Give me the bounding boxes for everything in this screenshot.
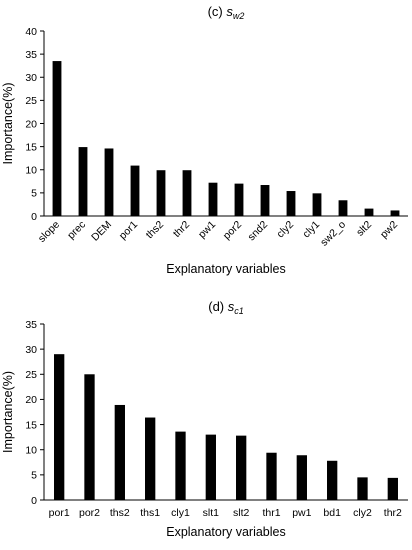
chart-d-category-label: slt2 bbox=[233, 507, 250, 519]
chart-c-category-label: por2 bbox=[221, 219, 244, 242]
chart-d-x-axis-title: Explanatory variables bbox=[166, 525, 286, 539]
chart-c-category-label: ths2 bbox=[144, 219, 167, 242]
chart-d-category-label: ths1 bbox=[140, 507, 160, 519]
chart-d-y-tick-label: 25 bbox=[25, 369, 37, 381]
chart-d-category-label: por2 bbox=[79, 507, 100, 519]
chart-d-bar-cly2 bbox=[357, 477, 368, 500]
chart-d-y-tick-label: 15 bbox=[25, 419, 37, 431]
chart-d-bar-ths2 bbox=[114, 404, 125, 500]
chart-c-category-label: cly1 bbox=[300, 219, 322, 241]
chart-c-category-label: slope bbox=[36, 219, 62, 245]
chart-c-y-tick-label: 10 bbox=[25, 165, 37, 177]
chart-d-y-tick-label: 10 bbox=[25, 445, 37, 457]
chart-c-bar-por2 bbox=[234, 183, 244, 216]
chart-c-category-label: thr2 bbox=[171, 219, 192, 240]
chart-c-category-label: pw1 bbox=[196, 219, 218, 241]
chart-c-bar-prec bbox=[78, 147, 88, 216]
chart-d-y-tick-label: 5 bbox=[31, 470, 37, 482]
chart-c-bar-slope bbox=[52, 61, 62, 216]
chart-c-bar-ths2 bbox=[156, 170, 166, 216]
chart-c-category-label: pw2 bbox=[378, 219, 400, 241]
chart-d-bar-slt2 bbox=[236, 435, 247, 500]
chart-d-y-tick-label: 30 bbox=[25, 344, 37, 356]
chart-d-title: (d) sc1 bbox=[208, 299, 244, 316]
chart-d-bar-slt1 bbox=[205, 434, 216, 500]
chart-c-y-tick-label: 25 bbox=[25, 95, 37, 107]
chart-c-category-label: cly2 bbox=[274, 219, 296, 241]
chart-d-category-label: slt1 bbox=[203, 507, 220, 519]
chart-c-bar-pw2 bbox=[390, 210, 400, 216]
chart-d-bar-bd1 bbox=[327, 460, 338, 500]
chart-c-category-label: snd2 bbox=[246, 219, 271, 244]
chart-c-y-tick-label: 40 bbox=[25, 26, 37, 38]
chart-c-y-axis-title: Importance(%) bbox=[1, 83, 15, 165]
chart-d-category-label: thr2 bbox=[384, 507, 402, 519]
chart-c-bar-DEM bbox=[104, 148, 114, 216]
chart-c-bar-cly2 bbox=[286, 191, 296, 216]
chart-d-category-label: por1 bbox=[49, 507, 70, 519]
chart-c-y-tick-label: 15 bbox=[25, 141, 37, 153]
chart-c-y-tick-label: 0 bbox=[31, 211, 37, 223]
chart-d-category-label: cly2 bbox=[353, 507, 372, 519]
chart-c-category-label: DEM bbox=[89, 219, 114, 244]
chart-d-y-tick-label: 35 bbox=[25, 319, 37, 331]
chart-c-category-label: sw2_o bbox=[318, 219, 348, 249]
chart-c-y-tick-label: 30 bbox=[25, 72, 37, 84]
chart-c-x-axis-title: Explanatory variables bbox=[166, 262, 286, 276]
chart-c-bar-snd2 bbox=[260, 185, 270, 216]
chart-c-title: (c) sw2 bbox=[208, 4, 245, 21]
chart-d-category-label: thr1 bbox=[262, 507, 280, 519]
chart-c-category-label: slt2 bbox=[354, 219, 374, 239]
chart-d-category-label: bd1 bbox=[323, 507, 341, 519]
chart-d-bar-pw1 bbox=[296, 455, 307, 500]
chart-d-y-tick-label: 0 bbox=[31, 495, 37, 507]
chart-c-y-tick-label: 5 bbox=[31, 188, 37, 200]
chart-c-bar-cly1 bbox=[312, 193, 322, 216]
chart-d-bar-ths1 bbox=[145, 417, 156, 500]
chart-c-bar-por1 bbox=[130, 165, 140, 216]
chart-d-category-label: ths2 bbox=[110, 507, 130, 519]
chart-d-bar-thr1 bbox=[266, 452, 277, 500]
chart-d-bar-por1 bbox=[54, 354, 65, 500]
chart-d-bar-cly1 bbox=[175, 431, 186, 500]
chart-d: (d) sc1 0 5 10 15 20 25 30 35 por1 por2 ths2 ths1 cly… bbox=[1, 299, 408, 539]
chart-c-y-tick-label: 20 bbox=[25, 118, 37, 130]
chart-d-y-axis-title: Importance(%) bbox=[1, 371, 15, 453]
chart-c-category-label: prec bbox=[65, 219, 88, 242]
chart-d-bar-por2 bbox=[84, 374, 95, 500]
chart-c-bar-slt2 bbox=[364, 208, 374, 216]
chart-d-category-label: pw1 bbox=[292, 507, 311, 519]
chart-c-category-label: por1 bbox=[117, 219, 140, 242]
chart-d-y-tick-label: 20 bbox=[25, 394, 37, 406]
chart-d-category-label: cly1 bbox=[171, 507, 190, 519]
chart-c-bar-pw1 bbox=[208, 182, 218, 216]
chart-c-bar-sw2_o bbox=[338, 200, 348, 216]
chart-d-bar-thr2 bbox=[387, 477, 398, 500]
chart-c-bar-thr2 bbox=[182, 170, 192, 216]
chart-c-y-tick-label: 35 bbox=[25, 49, 37, 61]
